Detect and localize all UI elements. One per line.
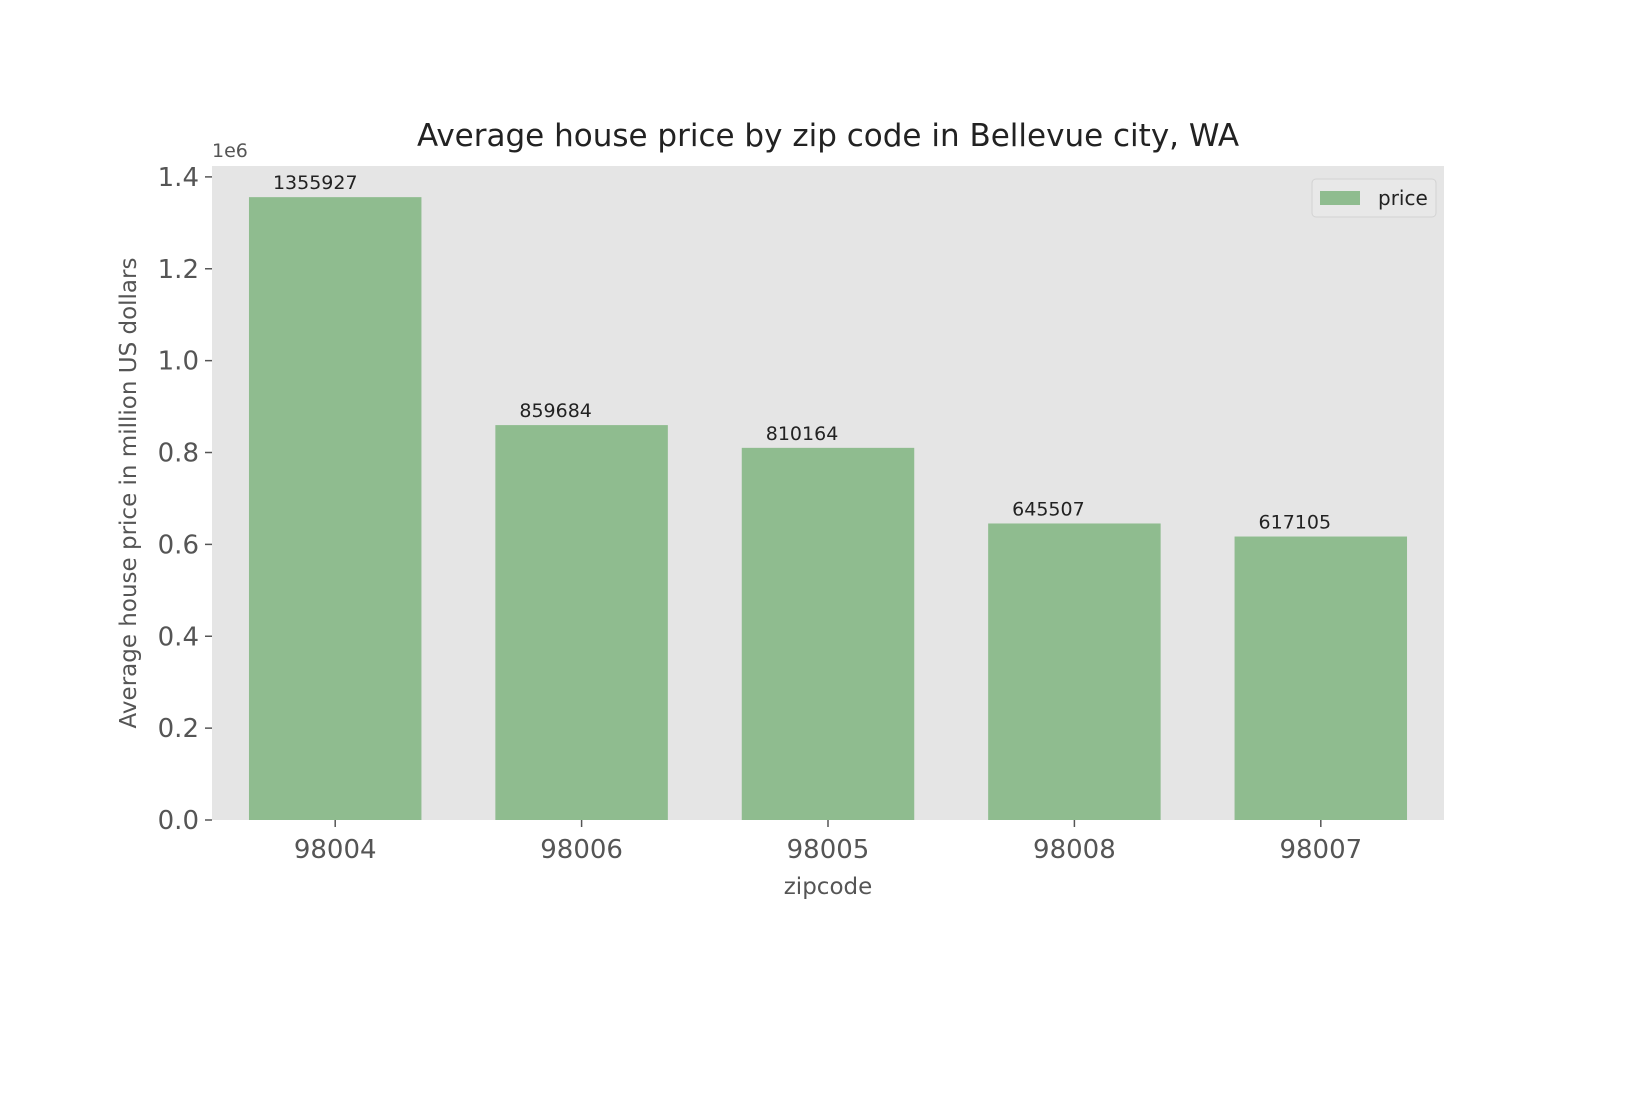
bar-98007 xyxy=(1234,536,1408,820)
legend-label: price xyxy=(1378,186,1428,210)
y-tick-label: 1.2 xyxy=(158,255,199,285)
legend-frame xyxy=(1311,178,1437,218)
bar-value-label: 859684 xyxy=(519,400,592,422)
x-axis-ticks: 98004 98006 98005 98008 98007 xyxy=(294,820,1362,865)
y-tick-label: 0.2 xyxy=(158,714,199,744)
bar-98005 xyxy=(741,447,915,820)
y-axis-label: Average house price in million US dollar… xyxy=(116,258,142,729)
bar-value-label: 617105 xyxy=(1259,512,1332,534)
bar-98006 xyxy=(495,425,668,820)
bar-98008 xyxy=(988,523,1161,820)
y-axis-offset-label: 1e6 xyxy=(212,140,248,162)
y-tick-label: 0.4 xyxy=(158,622,199,652)
bar-98004 xyxy=(248,197,422,821)
x-axis-label: zipcode xyxy=(784,874,873,900)
y-tick-label: 1.4 xyxy=(158,163,199,193)
x-tick-label: 98006 xyxy=(540,835,623,865)
y-tick-label: 0.6 xyxy=(158,530,199,560)
bars xyxy=(248,197,1408,821)
legend-swatch xyxy=(1320,191,1360,205)
bar-value-label: 1355927 xyxy=(273,172,358,194)
x-tick-label: 98004 xyxy=(294,835,377,865)
y-axis-ticks: 0.0 0.2 0.4 0.6 0.8 1.0 1.2 1.4 xyxy=(158,163,212,836)
x-tick-label: 98005 xyxy=(787,835,870,865)
y-tick-label: 1.0 xyxy=(158,347,199,377)
y-tick-label: 0.0 xyxy=(158,806,199,836)
x-tick-label: 98008 xyxy=(1033,835,1116,865)
y-tick-label: 0.8 xyxy=(158,439,199,469)
bar-value-labels: 1355927 859684 810164 645507 617105 xyxy=(273,172,1331,533)
chart-title: Average house price by zip code in Belle… xyxy=(417,118,1239,154)
bar-value-label: 810164 xyxy=(766,423,839,445)
bar-value-label: 645507 xyxy=(1012,498,1085,520)
legend: price xyxy=(1311,178,1437,218)
x-tick-label: 98007 xyxy=(1279,835,1362,865)
